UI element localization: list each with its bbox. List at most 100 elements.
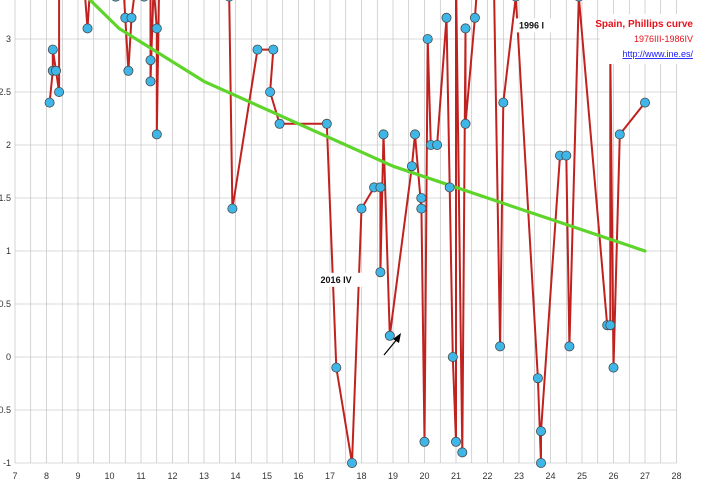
source-link[interactable]: http://www.ine.es/ bbox=[622, 49, 693, 59]
data-point bbox=[268, 44, 279, 55]
data-point bbox=[44, 97, 55, 108]
x-tick-label: 9 bbox=[75, 471, 80, 481]
y-axis-ticks: -1-0.500.511.522.533.544.555.566.577.5 bbox=[0, 34, 11, 468]
x-tick-label: 21 bbox=[451, 471, 461, 481]
x-tick-label: 26 bbox=[608, 471, 618, 481]
y-tick-label: 0.5 bbox=[0, 299, 11, 309]
data-point bbox=[145, 76, 156, 87]
data-point bbox=[82, 23, 93, 34]
data-point bbox=[432, 139, 443, 150]
data-point bbox=[47, 44, 58, 55]
data-point bbox=[419, 436, 430, 447]
x-tick-label: 17 bbox=[325, 471, 335, 481]
data-point bbox=[536, 426, 547, 437]
data-point bbox=[384, 330, 395, 341]
data-point bbox=[123, 65, 134, 76]
data-point bbox=[416, 203, 427, 214]
data-point bbox=[274, 118, 285, 129]
x-tick-label: 15 bbox=[262, 471, 272, 481]
data-point bbox=[375, 267, 386, 278]
data-point bbox=[605, 320, 616, 331]
data-point bbox=[145, 55, 156, 66]
data-point bbox=[378, 129, 389, 140]
y-tick-label: 1.5 bbox=[0, 193, 11, 203]
annotation-arrow bbox=[383, 333, 401, 356]
data-point bbox=[225, 0, 233, 2]
data-point bbox=[457, 447, 468, 458]
chart-subtitle: 1976III-1986IV bbox=[634, 34, 693, 44]
x-tick-label: 28 bbox=[671, 471, 681, 481]
data-point bbox=[140, 0, 148, 2]
data-point bbox=[375, 182, 386, 193]
x-tick-label: 24 bbox=[545, 471, 555, 481]
data-point bbox=[447, 351, 458, 362]
x-tick-label: 16 bbox=[293, 471, 303, 481]
x-tick-label: 19 bbox=[388, 471, 398, 481]
data-point bbox=[331, 362, 342, 373]
data-point bbox=[450, 436, 461, 447]
x-tick-label: 10 bbox=[104, 471, 114, 481]
trend-lines bbox=[87, 0, 647, 253]
data-point bbox=[321, 118, 332, 129]
x-tick-label: 8 bbox=[44, 471, 49, 481]
data-point bbox=[512, 0, 520, 2]
data-point bbox=[252, 44, 263, 55]
data-point bbox=[51, 65, 62, 76]
data-point bbox=[460, 118, 471, 129]
data-point bbox=[227, 203, 238, 214]
annotation-background bbox=[514, 18, 558, 33]
data-point bbox=[444, 182, 455, 193]
trend-line-2 bbox=[87, 0, 647, 253]
arrow-line bbox=[383, 337, 399, 356]
data-point bbox=[495, 341, 506, 352]
data-point bbox=[564, 341, 575, 352]
x-tick-label: 14 bbox=[230, 471, 240, 481]
data-point bbox=[265, 87, 276, 98]
x-tick-label: 7 bbox=[12, 471, 17, 481]
chart-title: Spain, Phillips curve bbox=[595, 19, 693, 30]
y-tick-label: 1 bbox=[6, 246, 11, 256]
data-point bbox=[54, 87, 65, 98]
data-point bbox=[460, 23, 471, 34]
data-point bbox=[469, 12, 480, 23]
data-point bbox=[561, 150, 572, 161]
legend: Spain, Phillips curve 1976III-1986IV htt… bbox=[595, 14, 700, 64]
annotation-label: 1996 I bbox=[519, 20, 544, 30]
x-tick-label: 18 bbox=[356, 471, 366, 481]
data-point bbox=[416, 192, 427, 203]
data-point bbox=[112, 0, 120, 2]
data-point bbox=[614, 129, 625, 140]
legend-background bbox=[600, 14, 700, 64]
data-point bbox=[422, 34, 433, 45]
data-point bbox=[640, 97, 651, 108]
data-point bbox=[575, 0, 583, 2]
y-tick-label: 3 bbox=[6, 34, 11, 44]
data-point bbox=[151, 23, 162, 34]
data-point bbox=[498, 97, 509, 108]
data-point bbox=[356, 203, 367, 214]
data-point bbox=[441, 12, 452, 23]
data-point bbox=[346, 457, 357, 468]
x-tick-label: 11 bbox=[136, 471, 145, 481]
x-tick-label: 12 bbox=[167, 471, 177, 481]
data-point bbox=[532, 373, 543, 384]
data-point bbox=[406, 161, 417, 172]
x-tick-label: 20 bbox=[419, 471, 429, 481]
y-tick-label: -1 bbox=[3, 458, 11, 468]
x-tick-label: 25 bbox=[577, 471, 587, 481]
data-point bbox=[536, 457, 547, 468]
y-tick-label: 0 bbox=[6, 352, 11, 362]
annotation-label: 2016 IV bbox=[321, 275, 352, 285]
grid bbox=[14, 0, 677, 464]
data-point bbox=[409, 129, 420, 140]
data-points bbox=[44, 0, 651, 468]
data-point bbox=[126, 12, 137, 23]
x-tick-label: 23 bbox=[514, 471, 524, 481]
y-tick-label: 2.5 bbox=[0, 87, 11, 97]
x-axis-ticks: 7 8 9 10 11 12 13 14 15 16 17 18 19 20 21 22 23 24 25 26 27 2… bbox=[12, 471, 681, 481]
y-tick-label: -0.5 bbox=[0, 405, 11, 415]
x-tick-label: 13 bbox=[199, 471, 209, 481]
